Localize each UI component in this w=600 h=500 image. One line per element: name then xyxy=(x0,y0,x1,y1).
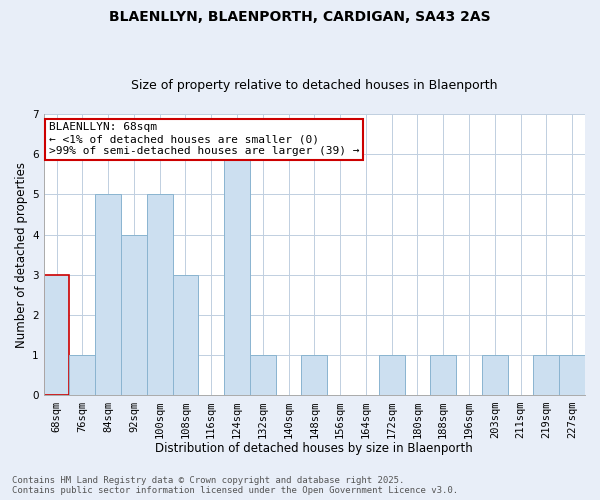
Text: BLAENLLYN, BLAENPORTH, CARDIGAN, SA43 2AS: BLAENLLYN, BLAENPORTH, CARDIGAN, SA43 2A… xyxy=(109,10,491,24)
Bar xyxy=(147,194,173,396)
Y-axis label: Number of detached properties: Number of detached properties xyxy=(15,162,28,348)
Bar xyxy=(301,356,327,396)
Title: Size of property relative to detached houses in Blaenporth: Size of property relative to detached ho… xyxy=(131,79,497,92)
Bar xyxy=(379,356,404,396)
Bar xyxy=(173,275,199,396)
Text: Contains HM Land Registry data © Crown copyright and database right 2025.
Contai: Contains HM Land Registry data © Crown c… xyxy=(12,476,458,495)
Bar xyxy=(482,356,508,396)
Bar xyxy=(95,194,121,396)
Bar xyxy=(70,356,95,396)
X-axis label: Distribution of detached houses by size in Blaenporth: Distribution of detached houses by size … xyxy=(155,442,473,455)
Bar xyxy=(121,234,147,396)
Bar xyxy=(224,154,250,396)
Bar xyxy=(250,356,275,396)
Bar xyxy=(533,356,559,396)
Bar xyxy=(44,275,70,396)
Bar xyxy=(559,356,585,396)
Text: BLAENLLYN: 68sqm
← <1% of detached houses are smaller (0)
>99% of semi-detached : BLAENLLYN: 68sqm ← <1% of detached house… xyxy=(49,122,359,156)
Bar xyxy=(430,356,456,396)
